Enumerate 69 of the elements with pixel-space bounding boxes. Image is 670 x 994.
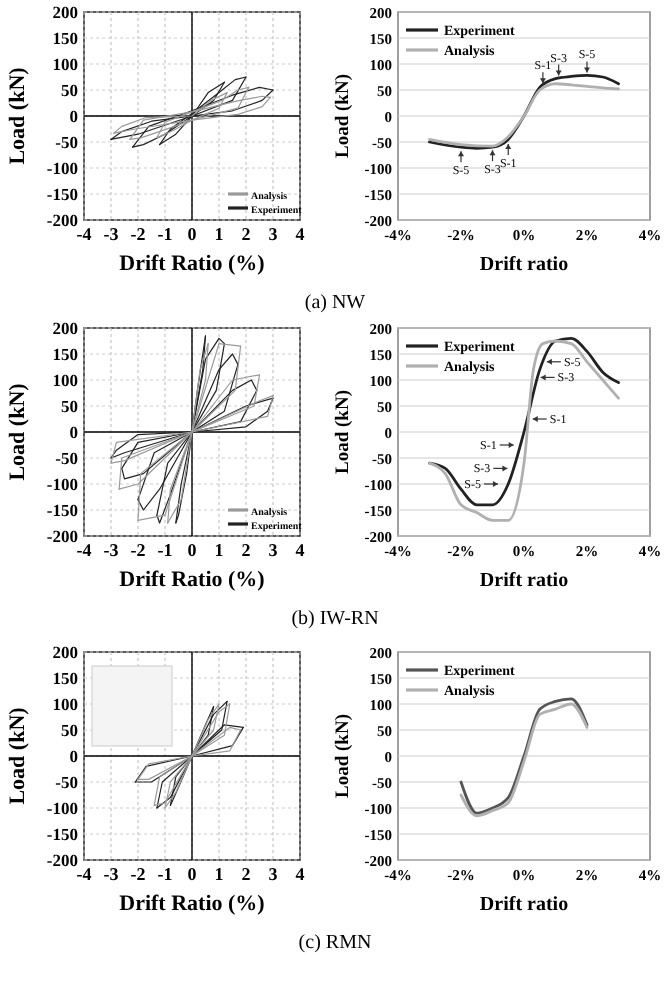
y-axis-title: Load (kN) <box>6 66 30 165</box>
y-tick-label: -50 <box>55 132 78 152</box>
x-tick-label: 1 <box>214 224 225 244</box>
x-tick-label: -4 <box>76 864 93 884</box>
y-tick-label: 150 <box>52 344 78 364</box>
y-axis-title: Load (kN) <box>6 706 30 805</box>
x-tick-label: -4 <box>76 540 93 560</box>
y-tick-label: -150 <box>46 500 78 520</box>
x-tick-label: -1 <box>157 224 174 244</box>
x-tick-label: 2 <box>241 864 252 884</box>
x-tick-label: 1 <box>214 864 225 884</box>
y-tick-label: -100 <box>46 798 78 818</box>
x-tick-label: -2 <box>130 864 147 884</box>
y-tick-label: -50 <box>55 772 78 792</box>
text: (a) NW <box>304 292 367 314</box>
x-tick-label: -3 <box>103 540 120 560</box>
y-tick-label: 100 <box>52 54 78 74</box>
x-tick-label: 4 <box>295 540 306 560</box>
y-tick-label: 150 <box>52 28 78 48</box>
y-tick-label: 200 <box>52 318 78 338</box>
y-tick-label: 50 <box>61 720 78 740</box>
y-tick-label: 50 <box>61 80 78 100</box>
y-tick-label: 100 <box>52 694 78 714</box>
x-tick-label: 4 <box>295 224 306 244</box>
x-axis-title: Drift ratio <box>479 894 569 916</box>
y-axis-title: Load (kN) <box>334 390 354 474</box>
x-tick-label: 0 <box>187 864 198 884</box>
y-tick-label: 0 <box>69 106 78 126</box>
y-tick-label: -100 <box>46 474 78 494</box>
x-tick-label: -4 <box>76 224 93 244</box>
x-tick-label: 1 <box>214 540 225 560</box>
text: (c) RMN <box>298 932 372 954</box>
y-tick-label: 100 <box>52 370 78 390</box>
x-axis-title: Drift ratio <box>479 570 569 592</box>
y-axis-title: Load (kN) <box>6 382 30 481</box>
x-tick-label: -3 <box>103 224 120 244</box>
x-tick-label: 2 <box>241 224 252 244</box>
y-axis-title: Load (kN) <box>334 714 354 798</box>
x-axis-title: Drift Ratio (%) <box>119 568 266 592</box>
y-tick-label: -150 <box>46 824 78 844</box>
x-tick-label: 2 <box>241 540 252 560</box>
y-tick-label: 0 <box>69 422 78 442</box>
y-tick-label: -100 <box>46 158 78 178</box>
y-tick-label: 0 <box>69 746 78 766</box>
y-tick-label: -200 <box>46 210 78 230</box>
x-tick-label: -3 <box>103 864 120 884</box>
x-tick-label: -2 <box>130 224 147 244</box>
x-tick-label: 3 <box>268 864 279 884</box>
y-axis-title: Load (kN) <box>334 74 354 158</box>
x-tick-label: 4 <box>295 864 306 884</box>
x-tick-label: 3 <box>268 224 279 244</box>
x-tick-label: -1 <box>157 540 174 560</box>
x-tick-label: 3 <box>268 540 279 560</box>
text: (b) IW-RN <box>291 608 379 630</box>
x-tick-label: -2 <box>130 540 147 560</box>
y-tick-label: 200 <box>52 642 78 662</box>
y-tick-label: -200 <box>46 526 78 546</box>
y-tick-label: -50 <box>55 448 78 468</box>
x-axis-title: Drift Ratio (%) <box>119 892 266 916</box>
x-tick-label: 0 <box>187 224 198 244</box>
y-tick-label: -200 <box>46 850 78 870</box>
x-tick-label: 0 <box>187 540 198 560</box>
y-tick-label: 200 <box>52 2 78 22</box>
y-tick-label: -150 <box>46 184 78 204</box>
x-axis-title: Drift ratio <box>479 254 569 276</box>
y-tick-label: 150 <box>52 668 78 688</box>
x-tick-label: -1 <box>157 864 174 884</box>
y-tick-label: 50 <box>61 396 78 416</box>
x-axis-title: Drift Ratio (%) <box>119 252 266 276</box>
